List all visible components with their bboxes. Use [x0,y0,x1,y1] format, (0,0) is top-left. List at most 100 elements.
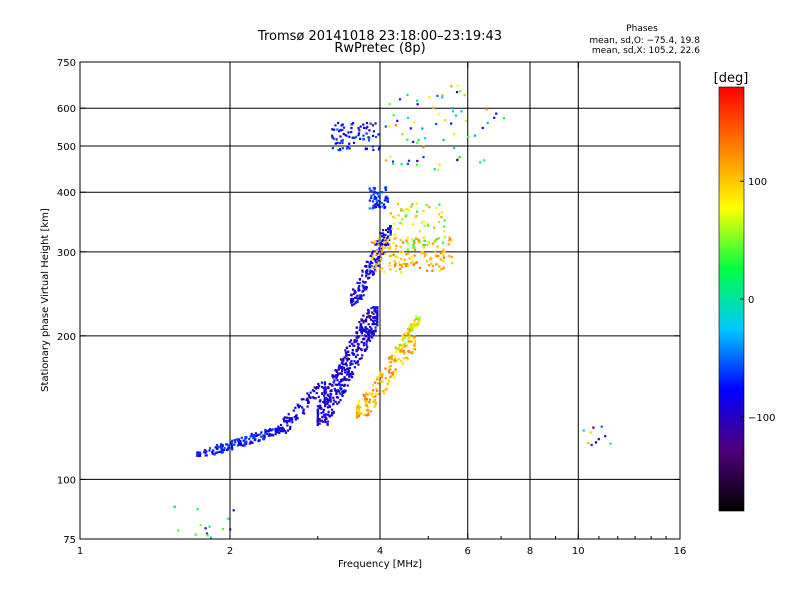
echo-point [229,528,232,531]
echo-point [379,232,382,235]
echo-point [196,451,199,454]
echo-point [381,373,384,376]
echo-point [412,336,415,340]
echo-point [377,382,380,385]
echo-point [311,389,314,392]
echo-point [425,253,428,256]
echo-point [347,371,350,374]
echo-point [365,260,368,263]
echo-point [211,452,214,455]
chart-subtitle: RwPretec (8p) [334,41,425,56]
echo-point [374,239,377,243]
echo-point [365,341,368,344]
echo-point [332,411,335,415]
echo-point [433,226,436,229]
echo-point [399,250,402,254]
echo-point [441,250,444,253]
echo-point [237,440,240,443]
echo-point [323,413,326,416]
echo-point [424,137,427,140]
echo-point [380,251,384,254]
echo-point [318,384,321,388]
echo-point [215,444,219,447]
echo-point [387,357,391,360]
echo-point [202,451,206,454]
echo-point [227,444,230,447]
echo-point [378,252,381,255]
echo-point [286,429,290,432]
echo-point [346,384,349,387]
echo-point [251,441,254,445]
echo-point [365,414,368,417]
echo-point [356,413,359,416]
echo-point [410,256,414,259]
echo-point [374,270,377,273]
echo-point [353,360,356,363]
echo-point [354,135,358,138]
echo-point [386,246,389,250]
echo-point [366,315,369,319]
echo-point [418,316,421,319]
echo-point [345,364,348,367]
echo-point [328,399,332,402]
echo-point [363,395,366,398]
echo-point [331,136,334,139]
echo-point [347,358,351,361]
echo-point [370,189,373,192]
echo-point [390,372,393,375]
echo-point [384,188,387,192]
echo-point [288,416,291,420]
echo-point [389,355,392,359]
echo-point [371,336,374,339]
echo-point [394,233,397,236]
echo-point [374,135,378,139]
echo-point [268,429,271,432]
echo-point [338,141,342,145]
echo-point [371,266,374,269]
echo-point [302,411,305,414]
echo-point [323,383,327,386]
echo-point [408,336,411,339]
x-tick-label: 1 [77,546,83,557]
x-tick-label: 10 [572,546,585,557]
echo-point [448,236,451,239]
echo-point [401,337,404,341]
echo-point [371,257,374,260]
echo-point [374,306,377,309]
echo-point [386,238,390,242]
echo-point [388,237,391,240]
echo-point [434,254,437,257]
echo-point [358,294,361,297]
echo-point [203,448,207,452]
echo-point [440,268,443,271]
echo-point [365,343,368,346]
echo-point [363,288,366,291]
echo-point [384,125,387,128]
echo-point [196,508,199,511]
echo-point [350,127,353,130]
echo-point [428,206,431,209]
echo-point [362,137,365,141]
echo-point [369,254,372,258]
echo-point [399,221,402,225]
echo-point [250,432,253,436]
echo-point [316,405,319,408]
echo-point [368,316,371,319]
echo-point [230,441,234,444]
echo-point [407,208,410,211]
echo-point [407,243,410,246]
echo-point [415,315,418,318]
echo-point [371,134,375,137]
echo-point [372,389,375,392]
y-tick-label: 500 [57,142,76,153]
echo-point [340,370,344,373]
echo-point [385,159,388,162]
echo-point [244,440,247,443]
points-layer [173,84,612,539]
echo-point [260,431,263,434]
echo-point [344,134,347,137]
echo-point [400,359,403,363]
echo-point [345,354,349,357]
echo-point [364,320,368,323]
